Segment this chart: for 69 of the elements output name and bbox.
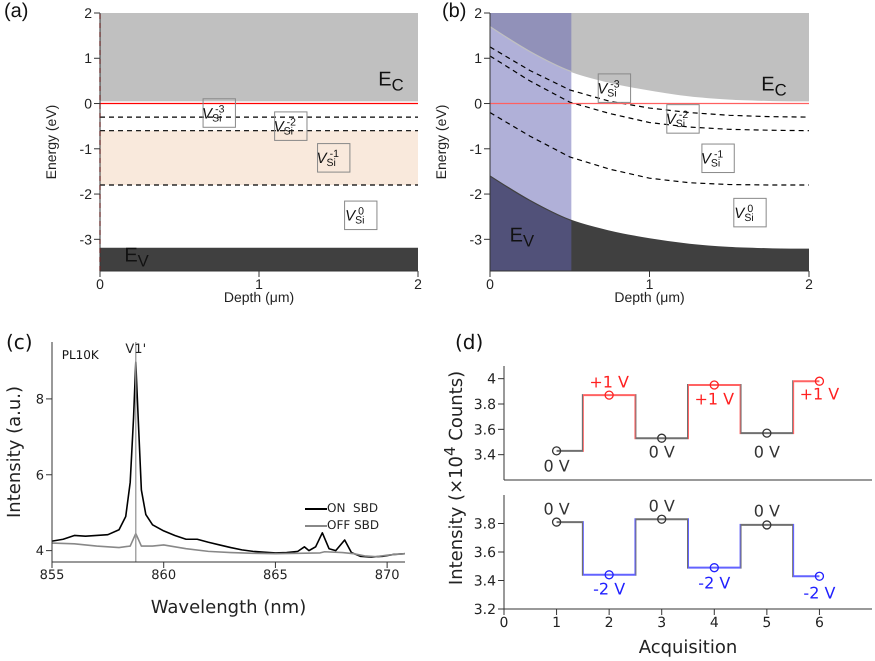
chart-title: (a) xyxy=(4,0,28,23)
annotation: 0 V xyxy=(648,442,675,462)
x-tick-label: 2 xyxy=(604,614,614,631)
chart-title: (b) xyxy=(442,0,466,23)
y-tick-label: 4 xyxy=(36,544,44,560)
x-axis-title: Depth (μm) xyxy=(614,289,685,305)
annotation: 0 V xyxy=(543,456,570,476)
y-tick-label: 4 xyxy=(487,372,496,388)
y-tick-label: 3.6 xyxy=(474,422,496,438)
y-tick-label: -2 xyxy=(470,186,482,202)
y-tick-label: 3.4 xyxy=(474,448,496,464)
y-tick-label: 2 xyxy=(474,4,482,21)
x-tick-label: 2 xyxy=(805,276,814,292)
x-tick-label: 0 xyxy=(500,614,508,631)
annotation: PL10K xyxy=(62,348,99,362)
y-tick-label: 0 xyxy=(474,95,482,112)
y-tick-label: -1 xyxy=(470,140,482,157)
annotation: -2 V xyxy=(803,584,836,603)
annotation: E$_{C}$ xyxy=(761,74,787,101)
y-tick-label: 1 xyxy=(474,50,482,66)
x-axis-title: Depth (μm) xyxy=(224,289,294,305)
x-tick-label: 4 xyxy=(710,614,719,631)
y-tick-label: 6 xyxy=(36,468,44,484)
annotation: +1 V xyxy=(589,372,629,392)
x-tick-label: 2 xyxy=(414,276,422,292)
y-axis-title: Energy (eV) xyxy=(43,104,59,180)
y-tick-label: 3.4 xyxy=(474,573,496,590)
annotation: 0 V xyxy=(754,442,780,462)
x-tick-label: 855 xyxy=(40,568,64,584)
annotation: 0 V xyxy=(543,500,570,519)
annotation: 0 V xyxy=(648,496,675,516)
y-tick-label: -2 xyxy=(80,186,92,202)
x-tick-label: 870 xyxy=(374,568,400,584)
y-tick-label: 1 xyxy=(84,50,92,66)
x-tick-label: 5 xyxy=(762,614,772,631)
y-tick-label: 8 xyxy=(36,392,44,408)
y-axis-title: Intensity (a.u.) xyxy=(4,386,25,518)
x-tick-label: 1 xyxy=(646,276,654,292)
annotation: +1 V xyxy=(800,384,840,404)
y-tick-label: 3.6 xyxy=(474,544,496,561)
y-tick-label: 3.8 xyxy=(474,516,496,532)
annotation: 0 V xyxy=(754,501,780,520)
x-tick-label: 1 xyxy=(552,614,562,631)
chart-title: (c) xyxy=(6,330,33,354)
annotation: -2 V xyxy=(698,574,730,593)
y-tick-label: -3 xyxy=(470,231,482,248)
y-tick-label: 2 xyxy=(84,4,92,21)
y-tick-label: -3 xyxy=(80,231,92,248)
x-tick-label: 860 xyxy=(151,568,176,584)
y-tick-label: -1 xyxy=(80,140,92,157)
x-tick-label: 0 xyxy=(96,276,104,292)
chart-title: (d) xyxy=(455,330,484,354)
x-tick-label: 3 xyxy=(657,614,666,631)
y-tick-label: 0 xyxy=(84,95,92,112)
y-tick-label: 3.2 xyxy=(474,602,496,618)
x-axis-title: Acquisition xyxy=(638,637,738,658)
annotation: E$_{C}$ xyxy=(378,68,404,96)
x-tick-label: 6 xyxy=(814,614,824,631)
y-tick-label: 3.8 xyxy=(474,396,496,413)
y-axis-title: Energy (eV) xyxy=(433,104,449,180)
annotation: -2 V xyxy=(593,580,626,599)
annotation: E$_{V}$ xyxy=(510,224,534,252)
x-axis-title: Wavelength (nm) xyxy=(150,597,306,618)
legend-label: OFF SBD xyxy=(327,517,380,534)
ref-line-label: V1' xyxy=(125,342,146,358)
legend-label: ON SBD xyxy=(327,500,378,517)
x-tick-label: 865 xyxy=(263,568,288,584)
annotation: +1 V xyxy=(694,389,734,408)
x-tick-label: 1 xyxy=(255,276,264,292)
